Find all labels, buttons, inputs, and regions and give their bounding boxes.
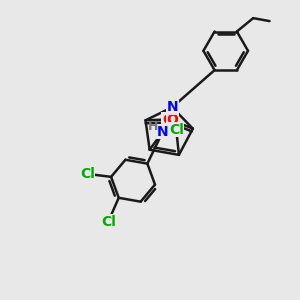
Text: Cl: Cl xyxy=(80,167,95,181)
Text: N: N xyxy=(167,100,178,114)
Text: Cl: Cl xyxy=(101,214,116,229)
Text: N: N xyxy=(157,125,169,139)
Text: O: O xyxy=(162,112,174,127)
Text: H: H xyxy=(148,120,158,133)
Text: O: O xyxy=(166,113,178,127)
Text: Cl: Cl xyxy=(169,123,184,137)
